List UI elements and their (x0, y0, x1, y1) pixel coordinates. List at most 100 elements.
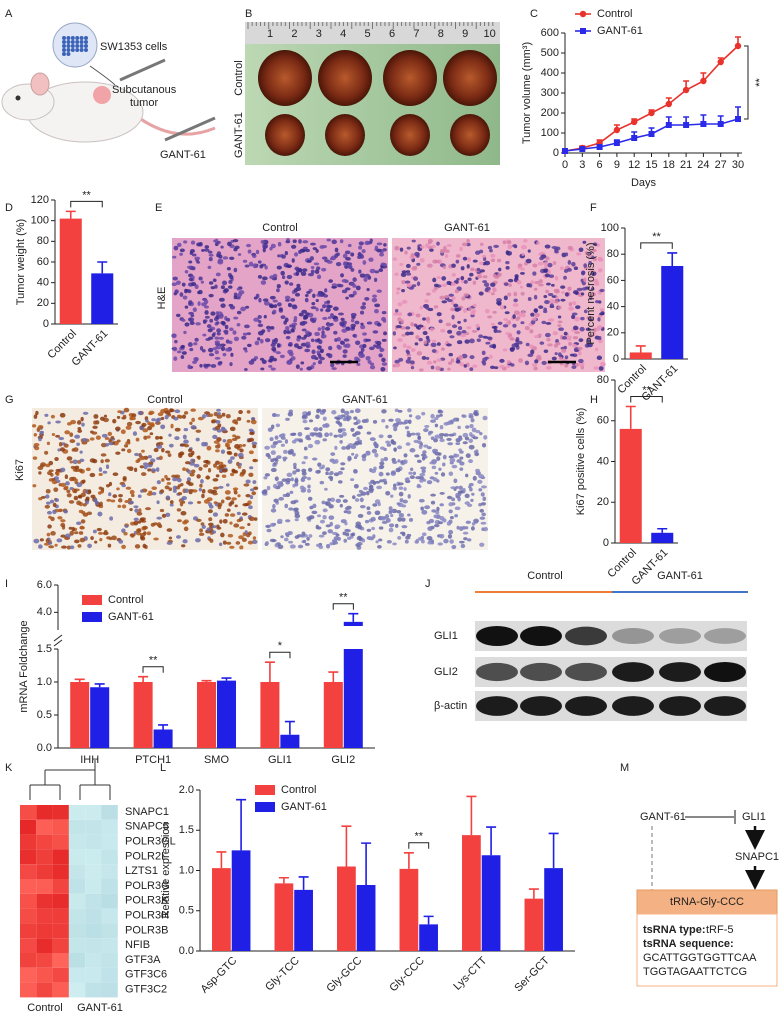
nucleus (583, 309, 588, 314)
nucleus (461, 296, 466, 301)
nucleus (597, 317, 601, 322)
heatmap-cell (68, 923, 86, 939)
column-label: GANT-61 (444, 222, 490, 234)
nucleus (230, 472, 235, 477)
nucleus (321, 267, 327, 272)
nucleus (116, 487, 120, 491)
nucleus (432, 259, 438, 264)
nucleus (269, 522, 276, 527)
nucleus (47, 421, 51, 425)
nucleus (253, 486, 259, 491)
dish (52, 22, 98, 68)
nucleus (478, 261, 484, 265)
nucleus (530, 349, 535, 355)
x-axis-label: Days (631, 177, 657, 189)
nucleus (463, 293, 469, 297)
nucleus (302, 268, 308, 272)
nucleus (78, 531, 84, 535)
heatmap-cell (85, 908, 102, 924)
nucleus (306, 290, 311, 294)
nucleus (183, 427, 189, 432)
nucleus (246, 410, 251, 414)
nucleus (439, 515, 445, 521)
nucleus (505, 261, 510, 265)
nucleus (226, 541, 232, 545)
nucleus (372, 294, 378, 298)
nucleus (200, 479, 204, 484)
nucleus (478, 488, 483, 492)
nucleus (573, 266, 579, 271)
nucleus (572, 325, 579, 331)
nucleus (121, 544, 126, 549)
nucleus (505, 321, 510, 325)
y-tick-label: 80 (37, 235, 49, 247)
nucleus (208, 281, 214, 285)
cell (66, 44, 71, 48)
gene-label: GTF3A (125, 954, 161, 966)
nucleus (366, 506, 371, 511)
y-tick-label: 80 (607, 248, 619, 260)
nucleus (293, 507, 299, 512)
nucleus (434, 451, 441, 456)
nucleus (311, 301, 316, 306)
nucleus (325, 471, 329, 476)
nucleus (233, 316, 239, 320)
nucleus (80, 492, 86, 498)
nucleus (373, 277, 378, 283)
nucleus (451, 464, 458, 469)
nucleus (342, 499, 348, 503)
nucleus (322, 424, 327, 428)
nucleus (304, 348, 311, 353)
nucleus (107, 431, 113, 436)
nucleus (165, 477, 171, 481)
nucleus (136, 511, 143, 516)
nucleus (448, 502, 454, 507)
nucleus (579, 326, 585, 332)
nucleus (479, 432, 483, 436)
nucleus (456, 330, 462, 336)
y-tick-label: 0.5 (37, 709, 52, 721)
nucleus (309, 506, 314, 510)
row-label: β-actin (434, 700, 467, 712)
nucleus (228, 285, 233, 289)
nucleus (538, 279, 543, 284)
nucleus (472, 475, 477, 481)
nucleus (597, 256, 603, 261)
nucleus (79, 450, 83, 454)
nucleus (437, 409, 442, 413)
heatmap-cell (20, 982, 37, 998)
nucleus (126, 448, 132, 454)
nucleus (448, 529, 454, 535)
nucleus (368, 487, 375, 492)
nucleus (592, 257, 598, 262)
nucleus (385, 440, 391, 444)
nucleus (560, 285, 566, 289)
nucleus (136, 531, 142, 536)
nucleus (489, 249, 493, 253)
error-bar (74, 678, 85, 682)
nucleus (77, 427, 82, 431)
nucleus (451, 544, 457, 550)
nucleus (285, 335, 291, 340)
nucleus (193, 463, 200, 468)
nucleus (195, 437, 200, 442)
nucleus (368, 481, 372, 485)
nucleus (190, 458, 195, 463)
heatmap-cell (101, 953, 118, 968)
nucleus (416, 262, 421, 266)
nucleus (229, 256, 235, 261)
box-body (636, 913, 778, 987)
nucleus (267, 427, 273, 432)
nucleus (340, 408, 345, 414)
nucleus (289, 544, 296, 549)
nucleus (211, 420, 216, 424)
nucleus (342, 349, 348, 354)
nucleus (237, 494, 241, 498)
nucleus (350, 427, 355, 432)
nucleus (322, 515, 327, 520)
nucleus (426, 338, 431, 343)
nucleus (329, 542, 333, 546)
nucleus (259, 264, 264, 269)
nucleus (240, 306, 246, 312)
nucleus (427, 541, 433, 545)
